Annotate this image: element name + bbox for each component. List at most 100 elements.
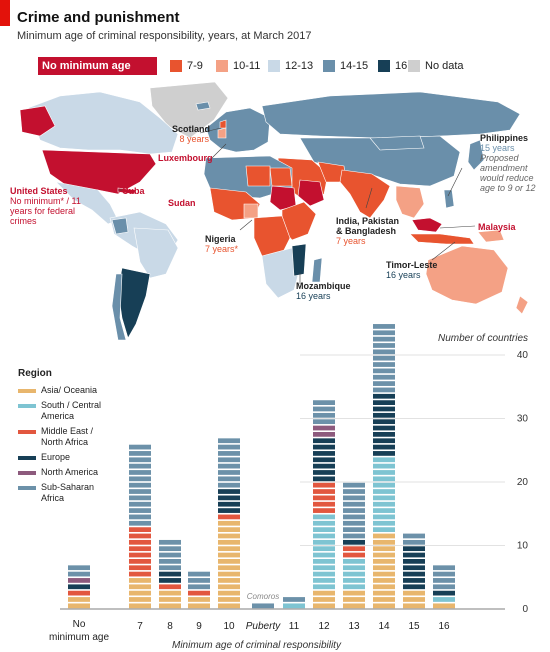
bar-segment <box>373 381 395 386</box>
bar-segment <box>159 552 181 558</box>
bar-segment <box>68 603 90 609</box>
x-tick-label: 15 <box>408 621 420 632</box>
bar-segment <box>218 527 240 532</box>
bar-segment <box>129 533 151 539</box>
map-legend-label: 16 <box>395 60 408 72</box>
bar-segment <box>373 597 395 602</box>
bar-segment <box>129 571 151 577</box>
region-swatch <box>18 389 36 393</box>
bar-segment <box>433 584 455 590</box>
bar-segment <box>159 597 181 602</box>
bar-segment <box>159 565 181 571</box>
x-tick-label: minimum age <box>49 632 109 643</box>
bar-segment <box>188 590 210 596</box>
bar-segment <box>373 387 395 393</box>
bar-segment <box>129 552 151 558</box>
map-australia <box>425 245 509 305</box>
bar-segment <box>218 501 240 507</box>
x-tick-label: 9 <box>196 621 202 632</box>
bar-segment <box>188 571 210 577</box>
bar-segment <box>373 438 395 444</box>
x-tick-label: Puberty <box>246 621 281 632</box>
bar-segment <box>343 501 365 507</box>
bar-segment <box>403 533 425 539</box>
bar-segment <box>129 451 151 456</box>
bar-segment <box>68 571 90 577</box>
bar-segment <box>313 444 335 450</box>
bar-segment <box>373 419 395 425</box>
bar-segment <box>129 527 151 532</box>
bar-segment <box>313 419 335 425</box>
bar-segment <box>373 362 395 367</box>
bar-segment <box>188 584 210 590</box>
bar-segment <box>129 514 151 520</box>
bar-segment <box>433 597 455 602</box>
map-greenland <box>149 81 229 139</box>
bar-segment <box>343 527 365 532</box>
legend-swatch <box>216 60 228 72</box>
bar-segment <box>218 514 240 520</box>
label-name: Mozambique <box>296 281 351 291</box>
bar-segment <box>403 590 425 596</box>
map-japan <box>467 139 485 171</box>
bar-segment <box>373 508 395 513</box>
bar-segment <box>343 590 365 596</box>
bar-segment <box>373 482 395 488</box>
bar-segment <box>129 597 151 602</box>
bar-segment <box>218 476 240 482</box>
label-united-states: United States No minimum* / 11 years for… <box>10 186 90 226</box>
bar-segment <box>373 559 395 564</box>
x-tick-label: 12 <box>318 621 330 632</box>
bar-segment <box>343 552 365 558</box>
bar-segment <box>218 559 240 564</box>
bar-segment <box>159 578 181 583</box>
bar-segment <box>68 584 90 590</box>
bar-segment <box>313 565 335 571</box>
bar-segment <box>343 482 365 488</box>
map-legend-item-10-11: 10-11 <box>216 57 260 75</box>
label-name: Malaysia <box>478 222 516 232</box>
bar-segment <box>403 571 425 577</box>
bar-segment <box>403 546 425 552</box>
map-mongolia <box>369 135 425 151</box>
label-malaysia: Malaysia <box>478 222 516 232</box>
bar-segment <box>373 527 395 532</box>
x-tick-label: No <box>73 619 86 630</box>
bar-segment <box>343 584 365 590</box>
bar-segment <box>159 584 181 590</box>
bar-segment <box>252 603 274 609</box>
region-swatch <box>18 456 36 460</box>
legend-swatch <box>170 60 182 72</box>
bar-segment <box>218 444 240 450</box>
map-canada <box>27 91 179 155</box>
bar-segment <box>373 552 395 558</box>
bar-segment <box>313 520 335 526</box>
bar-segment <box>373 463 395 469</box>
bar-segment <box>218 590 240 596</box>
bar-segment <box>373 489 395 494</box>
bar-segment <box>343 597 365 602</box>
bar-segment <box>313 514 335 520</box>
bar-segment <box>313 603 335 609</box>
bar-segment <box>159 539 181 545</box>
region-swatch <box>18 430 36 434</box>
label-india-pakistan-bangladesh: India, Pakistan & Bangladesh 7 years <box>336 216 406 246</box>
region-swatch <box>18 486 36 490</box>
map-south-asia <box>339 169 391 219</box>
label-sudan: Sudan <box>168 198 196 208</box>
bar-segment <box>218 571 240 577</box>
bar-segment <box>218 578 240 583</box>
bar-segment <box>218 584 240 590</box>
bar-segment <box>218 489 240 494</box>
bar-segment <box>373 476 395 482</box>
bar-segment <box>129 476 151 482</box>
x-tick-label: 11 <box>289 621 300 632</box>
bar-segment <box>313 412 335 418</box>
bar-segment <box>343 559 365 564</box>
map-legend-label: 7-9 <box>187 60 203 72</box>
bar-segment <box>343 508 365 513</box>
bar-segment <box>313 463 335 469</box>
x-tick-label: 7 <box>137 621 143 632</box>
label-mozambique: Mozambique 16 years <box>296 281 351 301</box>
economist-red-tag <box>0 0 10 26</box>
